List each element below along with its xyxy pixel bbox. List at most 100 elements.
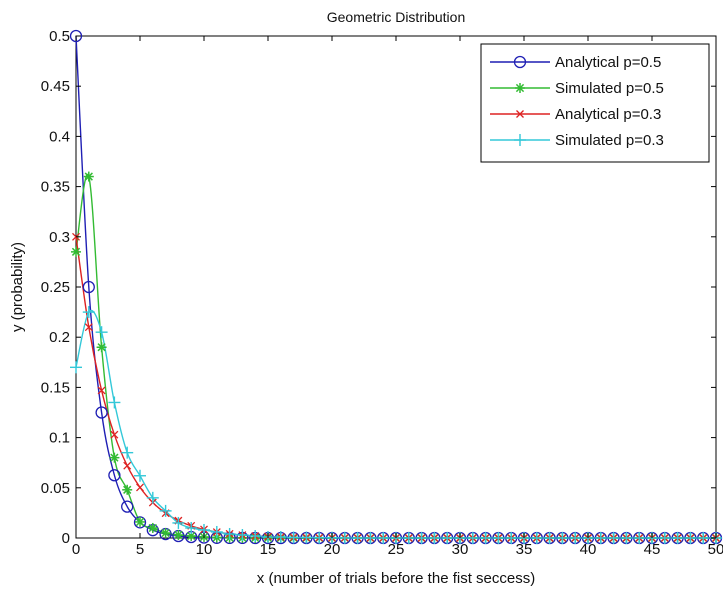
data-point-marker-series-3 (185, 521, 198, 534)
data-point-marker-series-3 (236, 528, 249, 541)
x-tick-label: 10 (196, 541, 213, 558)
x-tick-label: 50 (708, 541, 723, 558)
data-point-marker-series-3 (172, 516, 185, 529)
data-point-marker-series-1 (160, 527, 171, 538)
data-point-marker-series-2 (84, 323, 93, 332)
data-point-marker-series-3 (70, 361, 82, 374)
data-point-marker-series-3 (95, 326, 108, 339)
legend-label: Simulated p=0.5 (555, 80, 664, 97)
data-point-marker-series-0 (69, 29, 83, 43)
x-tick-label: 5 (136, 541, 144, 558)
data-point-marker-series-3 (364, 532, 377, 544)
data-point-marker-series-2 (123, 461, 132, 470)
data-point-marker-series-2 (110, 430, 119, 439)
data-point-marker-series-1 (122, 484, 133, 495)
data-point-marker-series-3 (415, 532, 428, 544)
data-point-marker-series-1 (147, 522, 158, 533)
legend-marker-2 (516, 110, 524, 118)
data-point-marker-series-3 (377, 532, 390, 544)
data-point-marker-series-1 (135, 516, 145, 527)
data-point-marker-series-3 (300, 531, 313, 544)
data-point-marker-series-3 (492, 532, 505, 544)
data-point-marker-series-3 (441, 532, 454, 544)
data-point-marker-series-3 (134, 469, 146, 482)
data-point-marker-series-3 (607, 532, 620, 544)
data-point-marker-series-0 (121, 500, 134, 513)
data-point-marker-series-3 (697, 532, 710, 544)
y-tick-label: 0.25 (41, 279, 70, 296)
x-tick-label: 45 (644, 541, 661, 558)
data-point-marker-series-3 (620, 532, 633, 544)
y-tick-label: 0.5 (49, 28, 70, 45)
data-point-marker-series-0 (95, 406, 108, 419)
legend-marker-1 (515, 83, 525, 93)
data-point-marker-series-3 (594, 532, 607, 544)
y-axis-label: y (probability) (9, 242, 26, 332)
data-point-marker-series-1 (71, 246, 81, 257)
data-point-marker-series-3 (633, 532, 646, 544)
data-point-marker-series-1 (173, 529, 184, 540)
x-tick-label: 15 (260, 541, 277, 558)
data-point-marker-series-0 (82, 280, 95, 294)
chart-title: Geometric Distribution (327, 9, 466, 25)
y-tick-label: 0.3 (49, 229, 70, 246)
data-point-marker-series-1 (186, 530, 197, 541)
data-point-marker-series-1 (109, 452, 120, 463)
data-point-marker-series-3 (466, 532, 479, 544)
data-point-marker-series-3 (287, 531, 300, 544)
legend-label: Simulated p=0.3 (555, 132, 664, 149)
legend: Analytical p=0.5 Simulated p=0.5 Analytica… (480, 43, 710, 163)
x-tick-label: 20 (324, 541, 341, 558)
legend-marker-3 (514, 134, 526, 146)
data-point-marker-series-3 (249, 529, 262, 542)
y-tick-label: 0.15 (41, 379, 70, 396)
data-point-marker-series-3 (530, 532, 543, 544)
data-point-marker-series-3 (121, 446, 134, 459)
x-tick-label: 35 (516, 541, 533, 558)
data-point-marker-series-1 (96, 342, 107, 353)
y-tick-label: 0.45 (41, 78, 70, 95)
data-point-marker-series-3 (671, 532, 684, 544)
data-point-marker-series-0 (108, 469, 121, 482)
data-point-marker-series-3 (543, 532, 556, 544)
legend-marker-0 (513, 55, 527, 69)
x-tick-label: 40 (580, 541, 597, 558)
x-tick-label: 30 (452, 541, 469, 558)
data-point-marker-series-3 (108, 396, 121, 409)
data-point-marker-series-1 (83, 171, 94, 182)
data-point-marker-series-3 (684, 532, 697, 544)
y-tick-label: 0.4 (49, 128, 70, 145)
data-point-marker-series-3 (159, 504, 172, 517)
legend-box (480, 43, 710, 163)
axis-ticks-layer (75, 35, 717, 539)
y-tick-label: 0.1 (49, 430, 70, 447)
legend-label: Analytical p=0.5 (555, 54, 661, 71)
y-tick-label: 0.35 (41, 179, 70, 196)
data-point-marker-series-3 (556, 532, 569, 544)
data-point-marker-series-3 (428, 532, 441, 544)
data-point-marker-series-3 (82, 306, 95, 319)
x-axis-label: x (number of trials before the fist secc… (257, 570, 535, 587)
x-tick-label: 0 (72, 541, 80, 558)
data-point-marker-series-2 (97, 386, 106, 395)
data-point-marker-series-3 (658, 532, 671, 544)
data-point-marker-series-3 (569, 532, 582, 544)
data-point-marker-series-3 (402, 532, 415, 544)
y-tick-label: 0.2 (49, 329, 70, 346)
y-tick-label: 0.05 (41, 480, 70, 497)
x-tick-label: 25 (388, 541, 405, 558)
y-tick-label: 0 (62, 530, 70, 547)
data-point-marker-series-3 (313, 531, 326, 544)
axis-tick-labels-layer: 0 5 10 15 20 25 30 35 40 45 50 0 0.05 0.1 0.15 0.2 0.25 0… (41, 28, 723, 558)
data-point-marker-series-3 (223, 527, 236, 540)
data-point-marker-series-3 (505, 532, 518, 544)
data-point-marker-series-0 (133, 516, 147, 529)
data-point-marker-series-3 (274, 530, 287, 543)
data-point-marker-series-3 (146, 491, 159, 504)
data-point-marker-series-2 (136, 483, 144, 492)
data-point-marker-series-3 (210, 525, 223, 538)
data-point-marker-series-3 (338, 531, 351, 544)
legend-label: Analytical p=0.3 (555, 106, 661, 123)
data-point-marker-series-3 (479, 532, 492, 544)
